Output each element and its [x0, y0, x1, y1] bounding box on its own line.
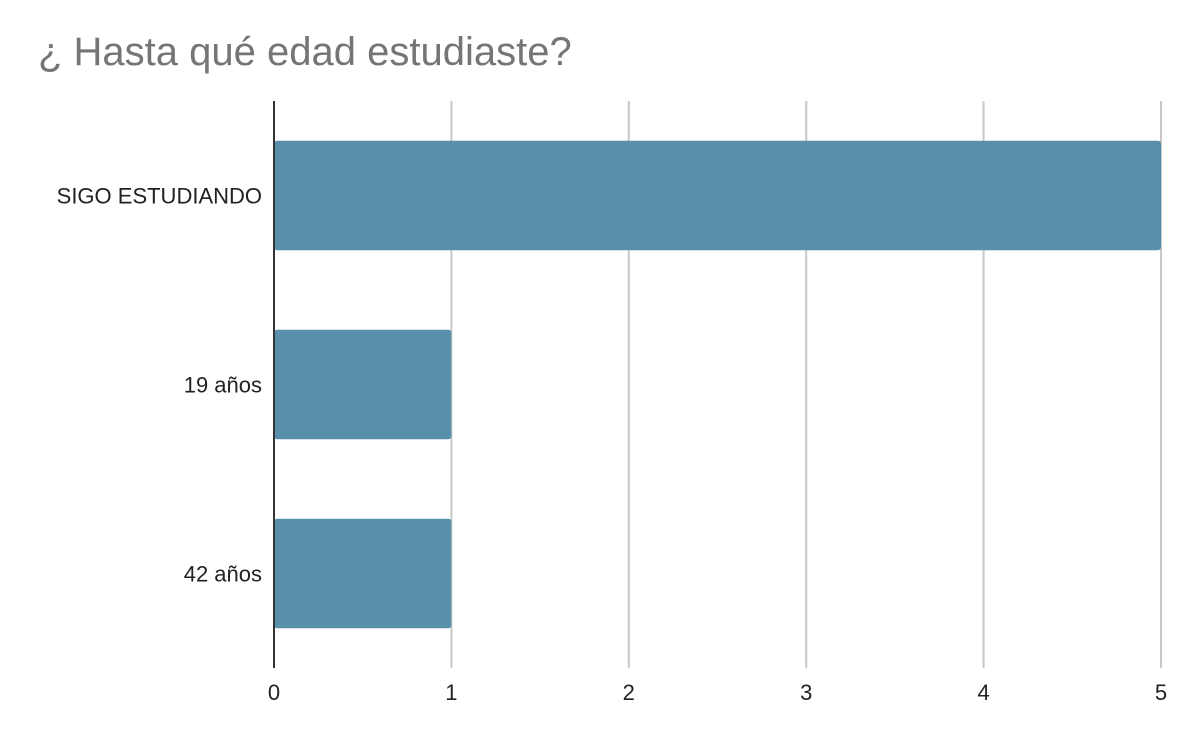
x-tick-label: 4: [977, 680, 989, 705]
chart-title: ¿ Hasta qué edad estudiaste?: [38, 30, 572, 74]
x-tick-label: 1: [445, 680, 457, 705]
x-tick-label: 5: [1155, 680, 1167, 705]
x-tick-label: 3: [800, 680, 812, 705]
bar-2: [274, 518, 452, 629]
category-label: 19 años: [184, 373, 262, 398]
x-tick-label: 0: [268, 680, 280, 705]
category-label: 42 años: [184, 562, 262, 587]
x-tick-label: 2: [623, 680, 635, 705]
labels: 0 1 2 3 4 5 SIGO ESTUDIANDO 19 años 42 años: [57, 184, 1167, 706]
category-label: SIGO ESTUDIANDO: [57, 184, 262, 209]
bars: [274, 140, 1161, 629]
bar-1: [274, 329, 452, 440]
bar-0: [274, 140, 1161, 251]
